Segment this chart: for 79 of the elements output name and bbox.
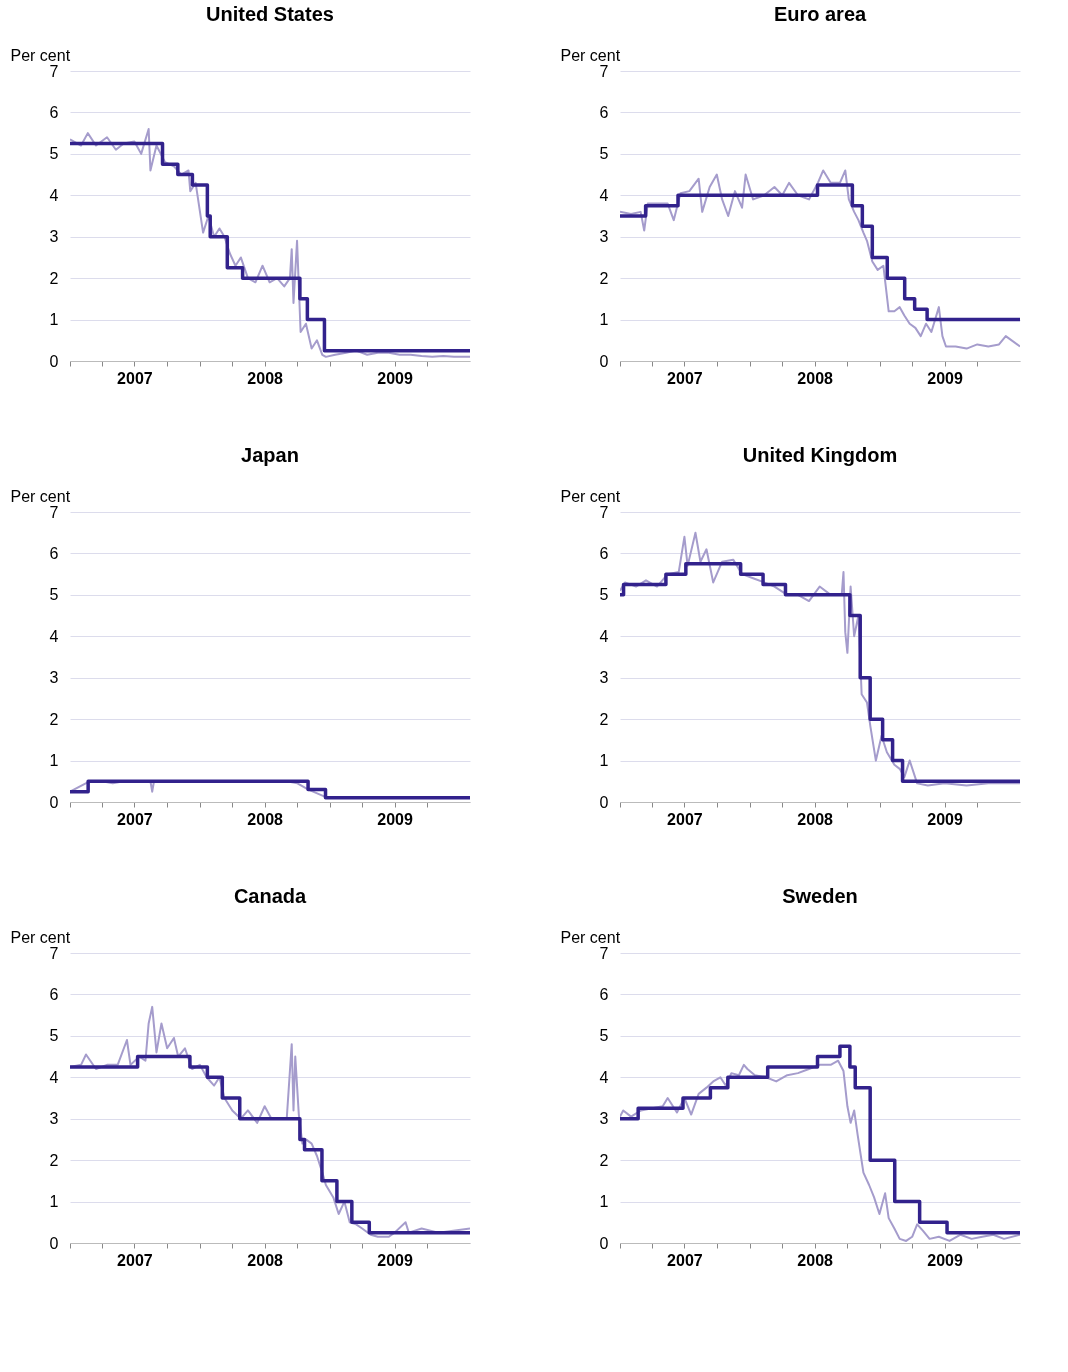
y-tick-label: 4 <box>49 186 59 204</box>
chart-title: United States <box>206 3 334 25</box>
y-tick-label: 4 <box>49 1068 59 1086</box>
y-tick-label: 7 <box>49 62 59 80</box>
x-tick-label: 2007 <box>117 1251 153 1269</box>
x-tick-label: 2009 <box>927 369 963 387</box>
y-tick-label: 0 <box>599 1234 609 1252</box>
y-tick-label: 1 <box>49 1193 59 1211</box>
x-tick-label: 2009 <box>377 369 413 387</box>
y-axis-title: Per cent <box>10 928 71 946</box>
x-tick-label: 2007 <box>117 810 153 828</box>
chart-title: Sweden <box>782 885 858 907</box>
y-tick-label: 4 <box>49 627 59 645</box>
x-tick-label: 2008 <box>797 1251 834 1269</box>
y-tick-label: 6 <box>49 985 59 1003</box>
x-tick-label: 2008 <box>247 810 284 828</box>
x-tick-label: 2008 <box>247 1251 284 1269</box>
x-tick-label: 2009 <box>927 1251 963 1269</box>
y-tick-label: 0 <box>49 793 59 811</box>
y-tick-label: 5 <box>599 586 609 604</box>
y-tick-label: 0 <box>49 1234 59 1252</box>
y-tick-label: 7 <box>49 944 59 962</box>
y-tick-label: 5 <box>599 1027 609 1045</box>
x-tick-label: 2008 <box>797 369 834 387</box>
y-axis-title: Per cent <box>560 928 621 946</box>
y-tick-label: 0 <box>599 352 609 370</box>
y-tick-label: 1 <box>599 752 609 770</box>
y-tick-label: 7 <box>599 944 609 962</box>
y-tick-label: 0 <box>599 793 609 811</box>
y-tick-label: 1 <box>49 752 59 770</box>
y-tick-label: 5 <box>599 145 609 163</box>
y-tick-label: 1 <box>49 311 59 329</box>
y-tick-label: 5 <box>49 1027 59 1045</box>
line-series <box>620 169 1020 350</box>
y-tick-label: 3 <box>599 228 609 246</box>
y-axis-title: Per cent <box>10 46 71 64</box>
y-tick-label: 1 <box>599 1193 609 1211</box>
x-tick-label: 2007 <box>117 369 153 387</box>
y-tick-label: 2 <box>599 1151 609 1169</box>
y-tick-label: 4 <box>599 627 609 645</box>
y-axis-title: Per cent <box>10 487 71 505</box>
x-tick-label: 2008 <box>247 369 284 387</box>
y-tick-label: 7 <box>599 62 609 80</box>
y-tick-label: 6 <box>49 103 59 121</box>
y-tick-label: 6 <box>599 103 609 121</box>
y-tick-label: 7 <box>49 503 59 521</box>
y-tick-label: 2 <box>49 710 59 728</box>
y-axis-title: Per cent <box>560 487 621 505</box>
chart-title: Euro area <box>773 3 868 25</box>
chart-title: Canada <box>233 885 307 907</box>
y-tick-label: 5 <box>49 145 59 163</box>
x-tick-label: 2008 <box>797 810 834 828</box>
y-tick-label: 2 <box>49 1151 59 1169</box>
y-tick-label: 1 <box>599 311 609 329</box>
y-tick-label: 3 <box>49 669 59 687</box>
y-tick-label: 3 <box>599 669 609 687</box>
chart-title: Japan <box>241 444 299 466</box>
x-tick-label: 2007 <box>667 369 703 387</box>
y-tick-label: 7 <box>599 503 609 521</box>
chart-title: United Kingdom <box>742 444 898 466</box>
y-axis-title: Per cent <box>560 46 621 64</box>
x-tick-label: 2007 <box>667 810 703 828</box>
y-tick-label: 6 <box>49 544 59 562</box>
y-tick-label: 0 <box>49 352 59 370</box>
x-tick-label: 2007 <box>667 1251 703 1269</box>
y-tick-label: 6 <box>599 985 609 1003</box>
y-tick-label: 3 <box>49 1110 59 1128</box>
x-tick-label: 2009 <box>377 810 413 828</box>
y-tick-label: 2 <box>49 269 59 287</box>
x-tick-label: 2009 <box>927 810 963 828</box>
y-tick-label: 5 <box>49 586 59 604</box>
y-tick-label: 4 <box>599 1068 609 1086</box>
y-tick-label: 3 <box>599 1110 609 1128</box>
y-tick-label: 2 <box>599 269 609 287</box>
y-tick-label: 3 <box>49 228 59 246</box>
x-tick-label: 2009 <box>377 1251 413 1269</box>
y-tick-label: 6 <box>599 544 609 562</box>
y-tick-label: 2 <box>599 710 609 728</box>
y-tick-label: 4 <box>599 186 609 204</box>
